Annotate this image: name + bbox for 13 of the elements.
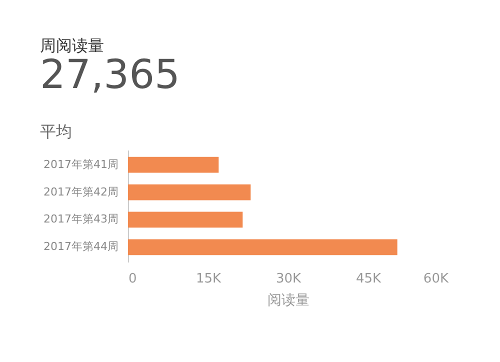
text: 平均	[40, 122, 72, 141]
y-tick-label: 2017年第44周	[44, 240, 118, 254]
x-tick-label: 30K	[276, 272, 302, 286]
x-tick-label: 45K	[356, 272, 382, 286]
y-tick-label: 2017年第42周	[44, 185, 118, 198]
y-tick-label: 2017年第41周	[44, 158, 118, 171]
x-tick-label: 15K	[196, 272, 222, 286]
chart-title: 周阅读量	[40, 36, 104, 55]
x-axis-title: 阅读量	[268, 292, 310, 308]
x-tick-label: 60K	[423, 272, 449, 286]
x-tick-label: 0	[128, 272, 137, 286]
y-tick-label: 2017年第43周	[44, 212, 118, 226]
chart-subtitle: 27,365	[40, 52, 180, 98]
